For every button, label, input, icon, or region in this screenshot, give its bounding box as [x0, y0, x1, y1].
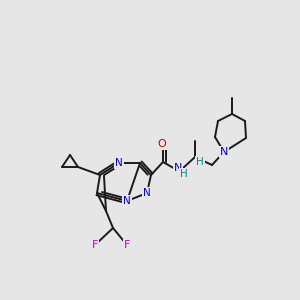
Text: H: H: [196, 157, 204, 167]
Text: N: N: [143, 188, 151, 198]
Text: F: F: [92, 240, 98, 250]
Text: F: F: [124, 240, 130, 250]
Text: N: N: [220, 147, 228, 157]
Text: N: N: [123, 196, 131, 206]
Text: H: H: [180, 169, 188, 179]
Text: N: N: [115, 158, 123, 168]
Text: O: O: [158, 139, 166, 149]
Text: N: N: [174, 163, 182, 173]
